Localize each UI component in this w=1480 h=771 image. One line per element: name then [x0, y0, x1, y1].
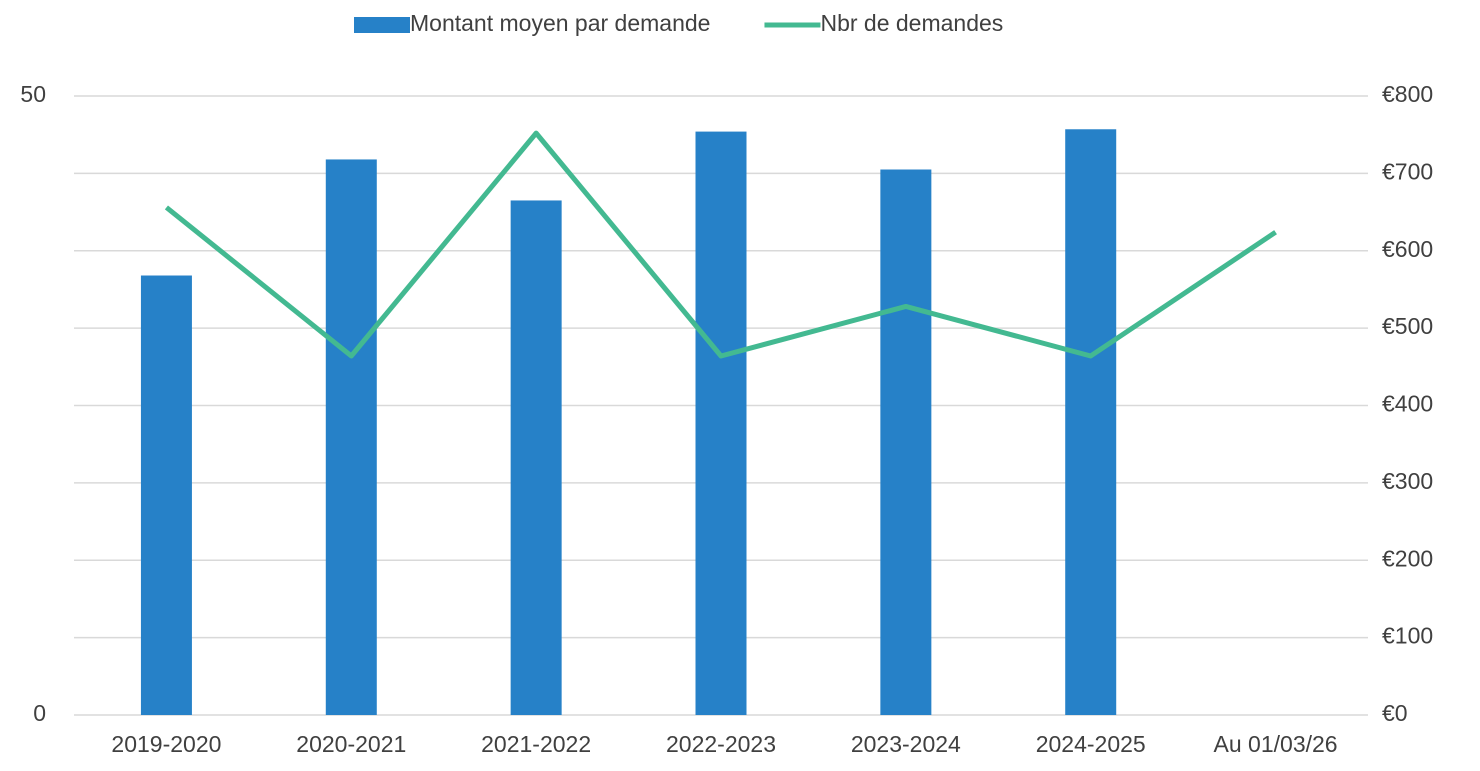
y2-tick-label: €200	[1382, 545, 1433, 571]
x-tick-label: 2024-2025	[1036, 731, 1146, 757]
bar	[510, 200, 562, 716]
line	[164, 130, 1277, 359]
x-tick-label: 2021-2022	[481, 731, 591, 757]
y2-tick-label: €500	[1382, 313, 1433, 339]
x-tick-label: 2022-2023	[666, 731, 776, 757]
x-tick-label: 2019-2020	[111, 731, 221, 757]
y-tick-label: 50	[20, 81, 46, 107]
bar	[325, 159, 377, 715]
y2-tick-label: €0	[1382, 700, 1408, 726]
legend-swatch	[354, 17, 410, 33]
x-tick-label: 2020-2021	[296, 731, 406, 757]
bar	[880, 169, 932, 716]
bar	[140, 275, 192, 715]
y2-tick-label: €800	[1382, 81, 1433, 107]
y-tick-label: 0	[33, 700, 46, 726]
x-tick-label: 2023-2024	[851, 731, 961, 757]
legend-label: Nbr de demandes	[820, 10, 1003, 36]
y2-tick-label: €300	[1382, 468, 1433, 494]
y2-tick-label: €600	[1382, 236, 1433, 262]
y2-tick-label: €100	[1382, 623, 1433, 649]
bar	[695, 131, 747, 715]
x-tick-label: Au 01/03/26	[1214, 731, 1338, 757]
bar	[1065, 129, 1117, 716]
y2-tick-label: €700	[1382, 158, 1433, 184]
y2-tick-label: €400	[1382, 391, 1433, 417]
legend-label: Montant moyen par demande	[410, 10, 710, 36]
